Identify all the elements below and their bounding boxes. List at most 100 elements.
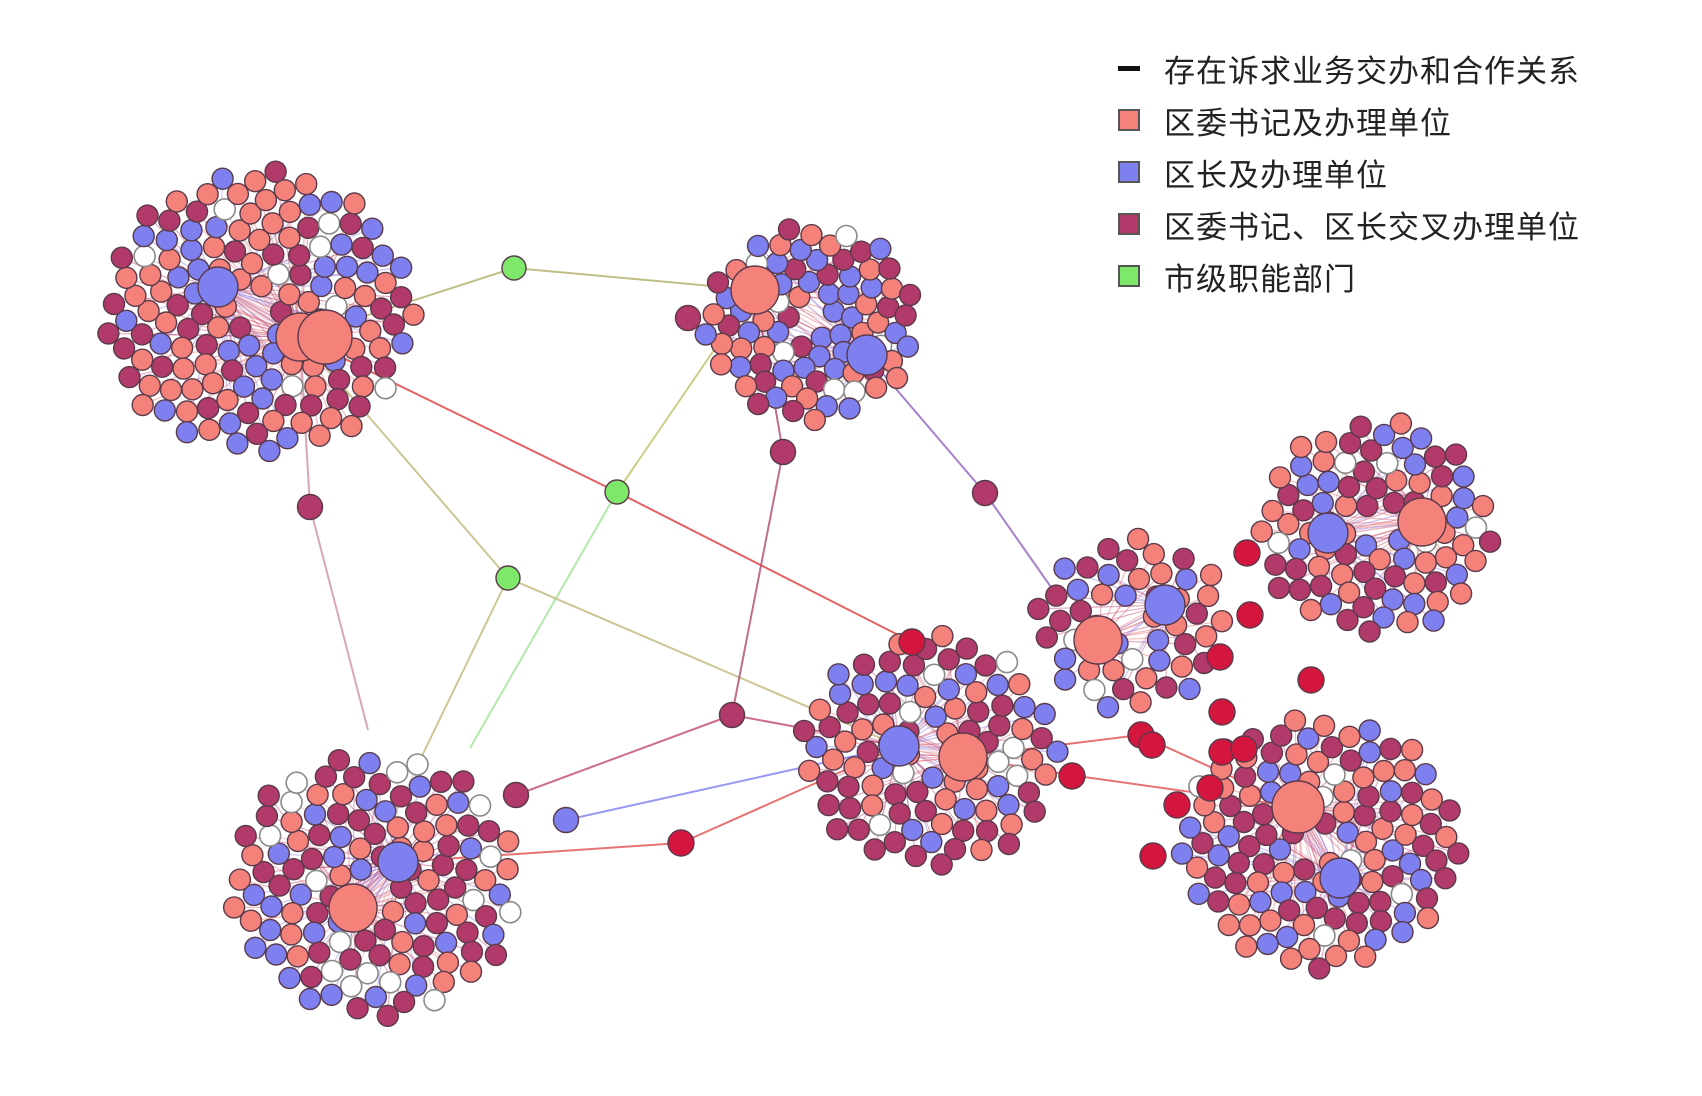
- cross-node[interactable]: [452, 770, 475, 793]
- secretary-node[interactable]: [798, 759, 821, 782]
- mayor-node[interactable]: [244, 936, 267, 959]
- empty-node[interactable]: [406, 753, 429, 776]
- mayor-node[interactable]: [303, 803, 327, 826]
- cross-node[interactable]: [1336, 608, 1359, 632]
- cross-node[interactable]: [368, 944, 391, 967]
- cross-node[interactable]: [130, 323, 154, 346]
- mayor-node[interactable]: [1446, 506, 1469, 529]
- cross-node[interactable]: [1309, 574, 1333, 598]
- secretary-node[interactable]: [1414, 551, 1438, 574]
- secretary-node[interactable]: [885, 366, 909, 390]
- mayor-node[interactable]: [1146, 629, 1170, 652]
- cross-node[interactable]: [1260, 741, 1284, 764]
- secretary-node[interactable]: [780, 375, 804, 398]
- mayor-node[interactable]: [896, 674, 919, 697]
- cross-node[interactable]: [297, 216, 320, 240]
- mayor-hub-node[interactable]: [1319, 857, 1361, 899]
- cross-node[interactable]: [112, 337, 136, 360]
- cross-node[interactable]: [306, 902, 329, 925]
- cross-node[interactable]: [1438, 799, 1461, 822]
- cross-node[interactable]: [1227, 851, 1251, 875]
- mayor-node[interactable]: [1033, 702, 1056, 726]
- cross-node[interactable]: [777, 218, 801, 241]
- secretary-node[interactable]: [386, 816, 409, 839]
- empty-node[interactable]: [285, 771, 309, 795]
- cross-node[interactable]: [1363, 577, 1387, 600]
- secretary-node[interactable]: [1394, 823, 1417, 846]
- cross-node[interactable]: [289, 263, 312, 286]
- cross-node[interactable]: [863, 838, 886, 861]
- secretary-node[interactable]: [1334, 494, 1358, 517]
- secretary-node[interactable]: [1312, 449, 1335, 473]
- mayor-node[interactable]: [153, 399, 177, 422]
- secretary-node[interactable]: [1283, 709, 1307, 732]
- mayor-node[interactable]: [920, 830, 943, 854]
- empty-node[interactable]: [1313, 924, 1336, 947]
- mayor-node[interactable]: [1268, 838, 1292, 861]
- bridge-node[interactable]: [1297, 666, 1325, 694]
- secretary-node[interactable]: [239, 202, 262, 225]
- secretary-node[interactable]: [1129, 691, 1152, 714]
- mayor-node[interactable]: [1046, 740, 1069, 763]
- secretary-node[interactable]: [254, 188, 278, 212]
- cross-node[interactable]: [308, 823, 331, 847]
- cross-node[interactable]: [792, 719, 816, 743]
- cross-node[interactable]: [1023, 800, 1046, 823]
- secretary-node[interactable]: [795, 387, 819, 410]
- mayor-node[interactable]: [232, 375, 256, 398]
- cross-node[interactable]: [888, 802, 911, 825]
- secretary-node[interactable]: [228, 868, 252, 891]
- mayor-node[interactable]: [1452, 487, 1476, 510]
- cross-node[interactable]: [974, 654, 997, 677]
- secretary-node[interactable]: [970, 838, 993, 862]
- secretary-node[interactable]: [1238, 784, 1262, 807]
- mayor-node[interactable]: [260, 368, 283, 391]
- cross-node[interactable]: [878, 650, 901, 673]
- mayor-node[interactable]: [817, 282, 841, 305]
- secretary-node[interactable]: [843, 756, 866, 779]
- cross-node[interactable]: [300, 965, 323, 989]
- bridge-node[interactable]: [1163, 791, 1191, 819]
- cross-node[interactable]: [300, 847, 324, 871]
- cross-node[interactable]: [1352, 596, 1375, 619]
- cross-node[interactable]: [1434, 867, 1457, 890]
- mayor-node[interactable]: [838, 397, 861, 420]
- cross-node[interactable]: [1232, 810, 1256, 834]
- mayor-hub-node[interactable]: [846, 334, 888, 376]
- secretary-node[interactable]: [1464, 549, 1487, 573]
- secretary-node[interactable]: [432, 970, 455, 994]
- cross-node[interactable]: [236, 401, 260, 425]
- empty-node[interactable]: [385, 760, 409, 784]
- secretary-node[interactable]: [1292, 913, 1316, 937]
- cross-node[interactable]: [878, 692, 901, 715]
- mayor-node[interactable]: [302, 921, 326, 944]
- cross-node[interactable]: [1264, 553, 1287, 576]
- cross-node[interactable]: [412, 935, 435, 958]
- empty-node[interactable]: [479, 845, 502, 869]
- secretary-node[interactable]: [822, 748, 845, 771]
- cross-node[interactable]: [444, 876, 467, 899]
- secretary-node[interactable]: [340, 414, 363, 438]
- secretary-node[interactable]: [965, 681, 988, 704]
- secretary-node[interactable]: [934, 788, 957, 811]
- empty-node[interactable]: [320, 959, 344, 983]
- cross-node[interactable]: [1173, 632, 1197, 656]
- cross-node[interactable]: [411, 955, 435, 978]
- mayor-node[interactable]: [1096, 696, 1120, 719]
- secretary-node[interactable]: [201, 372, 225, 395]
- secretary-node[interactable]: [281, 902, 304, 925]
- secretary-node[interactable]: [851, 718, 874, 741]
- mayor-node[interactable]: [1207, 844, 1231, 867]
- bridge-node[interactable]: [1058, 762, 1086, 790]
- secretary-node[interactable]: [1202, 811, 1226, 834]
- secretary-node[interactable]: [1312, 714, 1336, 737]
- cross-node[interactable]: [1349, 415, 1372, 438]
- cross-node[interactable]: [368, 772, 391, 796]
- empty-node[interactable]: [1002, 736, 1025, 760]
- mayor-node[interactable]: [320, 190, 343, 214]
- secretary-node[interactable]: [1368, 548, 1392, 571]
- secretary-node[interactable]: [216, 388, 239, 412]
- empty-node[interactable]: [1323, 763, 1346, 786]
- secretary-node[interactable]: [198, 418, 221, 441]
- cross-node[interactable]: [405, 801, 428, 824]
